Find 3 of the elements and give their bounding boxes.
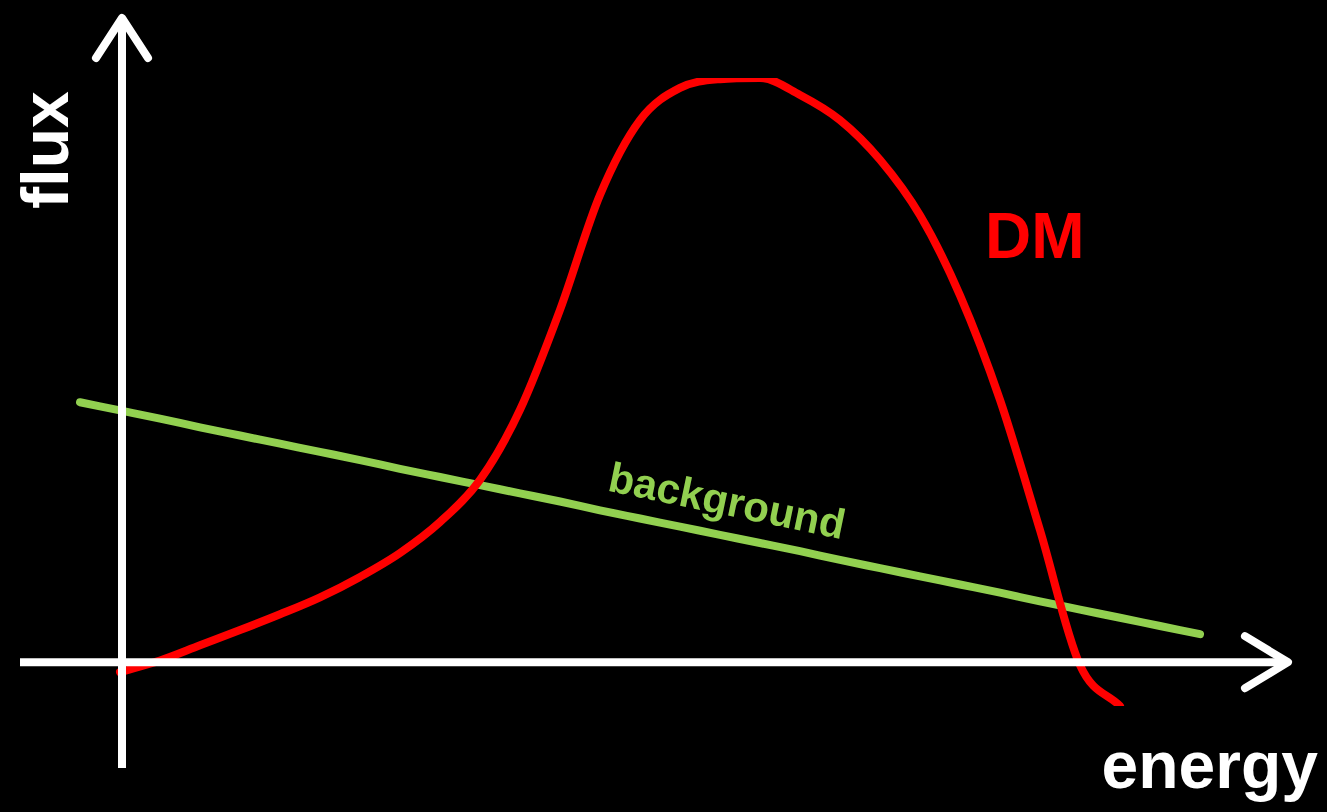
x-axis-title: energy [1101, 728, 1319, 803]
y-axis-title: flux [8, 91, 83, 209]
series-label: DM [985, 199, 1085, 272]
